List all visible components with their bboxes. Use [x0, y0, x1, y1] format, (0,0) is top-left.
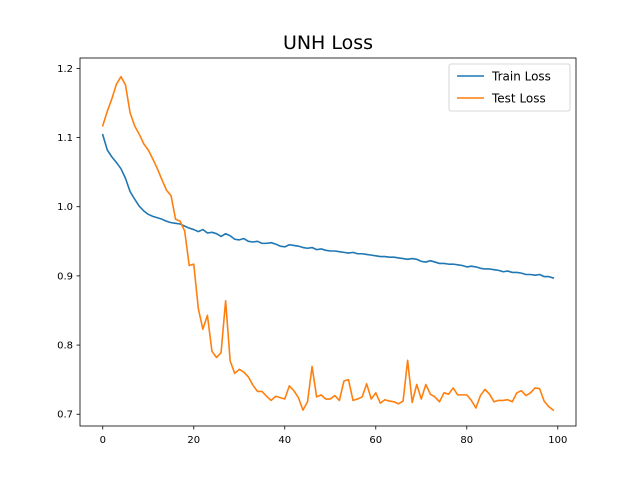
y-tick-label: 0.9: [57, 271, 73, 282]
legend-label-test-loss: Test Loss: [491, 92, 546, 106]
y-tick-label: 0.8: [57, 341, 73, 352]
x-tick-label: 40: [278, 435, 291, 446]
x-tick-label: 0: [100, 435, 106, 446]
chart-title: UNH Loss: [283, 32, 373, 54]
x-tick-label: 60: [369, 435, 382, 446]
y-tick-label: 1.1: [57, 133, 73, 144]
plot-area: 0 20 40 60 80 100 0.7 0.8 0.9 1.0 1.1 1.2 Train Loss…: [57, 57, 577, 446]
train-loss-line: [101, 133, 555, 279]
x-tick-label: 20: [187, 435, 200, 446]
test-loss-line: [101, 75, 555, 412]
x-tick-label: 80: [460, 435, 473, 446]
y-tick-label: 1.2: [57, 64, 73, 75]
legend-label-train-loss: Train Loss: [491, 70, 551, 84]
y-tick-label: 1.0: [57, 202, 73, 213]
axes-frame: [79, 57, 577, 427]
y-tick-label: 0.7: [57, 410, 73, 421]
x-tick-label: 100: [548, 435, 567, 446]
